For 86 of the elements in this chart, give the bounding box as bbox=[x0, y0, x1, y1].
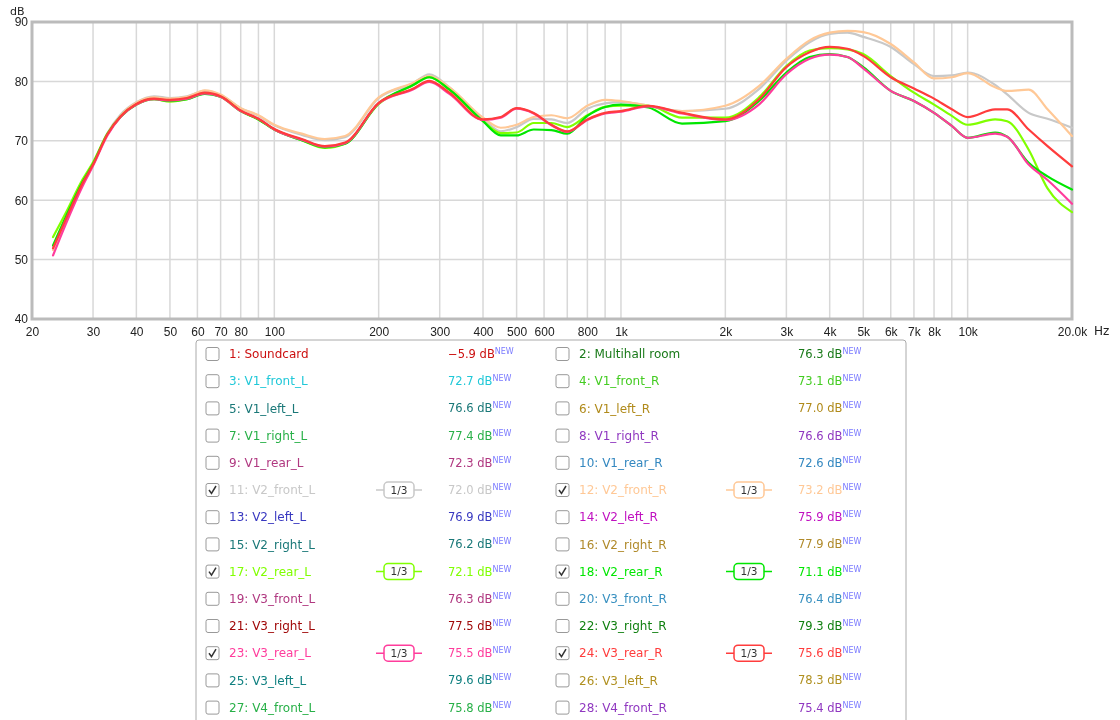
x-tick-label: 40 bbox=[130, 324, 144, 339]
text: 77.9 dB$^{NEW}$ bbox=[798, 536, 862, 552]
legend-label: 8: V1_right_R bbox=[579, 428, 659, 443]
x-tick-label: 400 bbox=[473, 324, 494, 339]
x-tick-label: 800 bbox=[577, 324, 599, 339]
x-tick-label: 5k bbox=[857, 324, 872, 339]
x-tick-label: 4k bbox=[823, 324, 838, 339]
legend-label: 5: V1_left_L bbox=[229, 401, 299, 416]
x-tick-label: 80 bbox=[234, 324, 249, 339]
x-tick-label: 1k bbox=[615, 324, 629, 339]
text: 76.6 dB$^{NEW}$ bbox=[448, 400, 512, 416]
text: 75.8 dB$^{NEW}$ bbox=[448, 700, 512, 715]
x-tick-label: 600 bbox=[534, 324, 555, 339]
legend-label: 2: Multihall room bbox=[579, 347, 681, 362]
x-tick-label: 3k bbox=[780, 324, 795, 339]
legend-label: 16: V2_right_R bbox=[579, 537, 667, 552]
y-tick-label: 80 bbox=[14, 74, 29, 89]
y-tick-label: 50 bbox=[14, 252, 29, 267]
legend-label: 20: V3_front_R bbox=[579, 592, 667, 606]
y-tick-label: 40 bbox=[14, 312, 29, 327]
legend-label: 27: V4_front_L bbox=[229, 700, 316, 715]
text: 75.6 dB$^{NEW}$ bbox=[798, 645, 862, 661]
text: 75.4 dB$^{NEW}$ bbox=[798, 700, 862, 715]
text: 76.2 dB$^{NEW}$ bbox=[448, 536, 512, 552]
y-axis-title: dB bbox=[10, 5, 25, 18]
text: 72.3 dB$^{NEW}$ bbox=[448, 455, 512, 470]
y-tick-label: 60 bbox=[14, 193, 29, 208]
x-tick-label: 300 bbox=[430, 324, 451, 339]
text: 17: V2_rear_L bbox=[229, 564, 312, 579]
legend-label: 3: V1_front_L bbox=[229, 374, 308, 389]
legend-label: 26: V3_left_R bbox=[579, 673, 658, 688]
legend-label: 10: V1_rear_R bbox=[579, 456, 663, 470]
text: 71.1 dB$^{NEW}$ bbox=[798, 564, 862, 579]
text: 73.1 dB$^{NEW}$ bbox=[798, 373, 862, 389]
x-tick-label: 70 bbox=[214, 324, 229, 339]
x-axis-title: Hz bbox=[1094, 323, 1110, 338]
text: 76.9 dB$^{NEW}$ bbox=[448, 509, 512, 525]
legend-label: 21: V3_right_L bbox=[229, 619, 316, 634]
x-tick-label: 50 bbox=[163, 324, 178, 339]
x-tick-label: 100 bbox=[264, 324, 286, 339]
legend-label: 1: Soundcard bbox=[229, 347, 309, 362]
text: 72.6 dB$^{NEW}$ bbox=[798, 455, 862, 470]
text: 18: V2_rear_R bbox=[579, 564, 663, 579]
text: 79.3 dB$^{NEW}$ bbox=[798, 618, 862, 634]
text: 77.5 dB$^{NEW}$ bbox=[448, 618, 512, 634]
legend-label: 14: V2_left_R bbox=[579, 510, 658, 525]
y-tick-label: 90 bbox=[14, 15, 29, 30]
text: 73.2 dB$^{NEW}$ bbox=[798, 482, 862, 498]
x-tick-label: 500 bbox=[507, 324, 528, 339]
x-tick-label: 200 bbox=[369, 324, 390, 339]
text: 77.0 dB$^{NEW}$ bbox=[798, 400, 862, 416]
legend-label: 13: V2_left_L bbox=[229, 510, 307, 525]
legend-label: 19: V3_front_L bbox=[229, 592, 316, 606]
x-tick-label: 30 bbox=[86, 324, 101, 339]
text: 75.5 dB$^{NEW}$ bbox=[448, 645, 512, 661]
legend-label: 25: V3_left_L bbox=[229, 673, 307, 688]
text: 72.1 dB$^{NEW}$ bbox=[448, 564, 512, 579]
legend-label: 6: V1_left_R bbox=[579, 401, 651, 416]
text: 23: V3_rear_L bbox=[229, 646, 312, 661]
text: 76.4 dB$^{NEW}$ bbox=[798, 591, 862, 606]
legend-label: 9: V1_rear_L bbox=[229, 456, 304, 470]
legend-label: 15: V2_right_L bbox=[229, 537, 316, 552]
text: 76.6 dB$^{NEW}$ bbox=[798, 428, 862, 443]
x-tick-label: 60 bbox=[191, 324, 205, 339]
x-tick-label: 8k bbox=[928, 324, 942, 339]
y-tick-label: 70 bbox=[14, 134, 29, 149]
text: 24: V3_rear_R bbox=[579, 646, 663, 661]
text: 77.4 dB$^{NEW}$ bbox=[448, 428, 512, 443]
x-tick-label: 2k bbox=[719, 324, 734, 339]
x-tick-label: 20 bbox=[25, 324, 40, 339]
legend-label: 4: V1_front_R bbox=[579, 374, 660, 389]
legend-label: 7: V1_right_L bbox=[229, 428, 308, 443]
legend-label: 22: V3_right_R bbox=[579, 619, 667, 634]
legend-label: 28: V4_front_R bbox=[579, 700, 667, 715]
text: 76.3 dB$^{NEW}$ bbox=[798, 346, 862, 362]
x-tick-label: 6k bbox=[884, 324, 899, 339]
x-tick-label: 10k bbox=[958, 324, 979, 339]
text: −5.9 dB$^{NEW}$ bbox=[448, 346, 514, 362]
text: 78.3 dB$^{NEW}$ bbox=[798, 672, 862, 688]
text: 76.3 dB$^{NEW}$ bbox=[448, 591, 512, 606]
x-tick-label: 20.0k bbox=[1057, 324, 1089, 339]
x-tick-label: 7k bbox=[908, 324, 922, 339]
text: 12: V2_front_R bbox=[579, 483, 667, 498]
text: 72.7 dB$^{NEW}$ bbox=[448, 373, 512, 389]
text: 75.9 dB$^{NEW}$ bbox=[798, 509, 862, 525]
text: 79.6 dB$^{NEW}$ bbox=[448, 672, 512, 688]
